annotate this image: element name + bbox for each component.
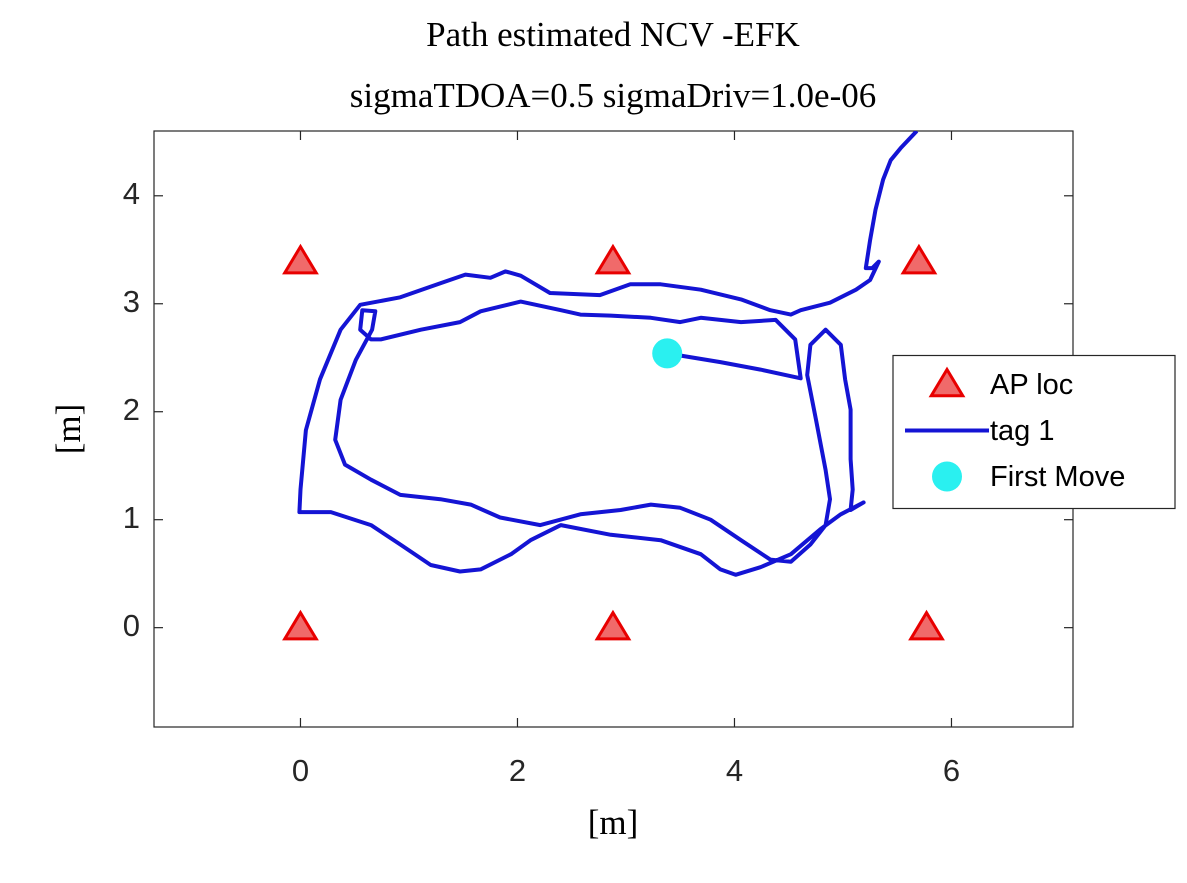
y-tick-label: 4	[123, 176, 140, 211]
ap-marker	[900, 243, 938, 275]
y-axis-label: [m]	[49, 404, 88, 455]
y-tick-label: 3	[123, 284, 140, 319]
ap-marker	[282, 243, 319, 275]
legend-label: tag 1	[990, 415, 1055, 447]
y-tick-label: 2	[123, 392, 140, 427]
ap-marker	[594, 243, 632, 275]
legend-label: First Move	[990, 461, 1125, 493]
y-tick-label: 0	[123, 608, 140, 643]
point-marker	[652, 338, 683, 369]
path-line	[297, 131, 919, 577]
x-tick-label: 6	[943, 753, 960, 788]
legend-label: AP loc	[990, 369, 1073, 401]
chart-title: Path estimated NCV -EFK	[426, 15, 800, 54]
ap-marker	[282, 609, 319, 641]
ap-marker	[908, 609, 945, 641]
x-axis-label: [m]	[588, 803, 639, 842]
ap-marker	[928, 366, 966, 398]
x-tick-label: 2	[509, 753, 526, 788]
plot-area	[282, 131, 945, 641]
y-tick-label: 1	[123, 500, 140, 535]
x-tick-label: 0	[292, 753, 309, 788]
chart-subtitle: sigmaTDOA=0.5 sigmaDriv=1.0e-06	[350, 76, 877, 115]
x-tick-label: 4	[726, 753, 743, 788]
ap-marker	[594, 609, 632, 641]
point-marker	[932, 461, 962, 492]
